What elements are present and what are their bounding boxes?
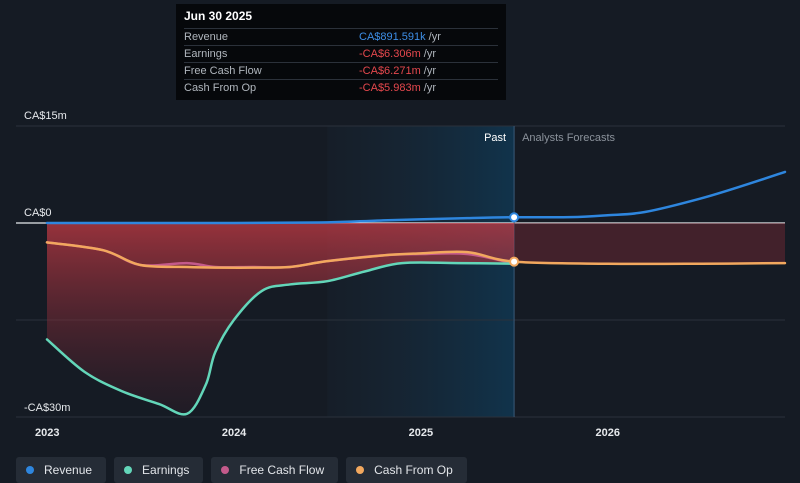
legend-label: Earnings (142, 463, 190, 477)
forecast-area (514, 223, 785, 264)
revenue-marker (509, 212, 520, 223)
data-tooltip: Jun 30 2025 Revenue CA$891.591k /yr Earn… (176, 4, 506, 100)
tooltip-unit: /yr (423, 65, 436, 77)
tooltip-value: CA$891.591k (359, 31, 426, 43)
chart-legend: Revenue Earnings Free Cash Flow Cash Fro… (16, 457, 467, 483)
tooltip-label: Free Cash Flow (184, 65, 262, 77)
tooltip-unit: /yr (423, 82, 436, 94)
legend-dot-icon (124, 466, 133, 474)
legend-item-earnings[interactable]: Earnings (114, 457, 204, 483)
series-line-earnings (45, 261, 516, 416)
y-tick-label: CA$15m (24, 110, 67, 122)
legend-dot-icon (26, 466, 34, 474)
financial-chart: CA$15m CA$0 -CA$30m 2023 2024 2025 2026 Past Ana… (16, 110, 787, 439)
tooltip-date: Jun 30 2025 (184, 9, 253, 23)
tooltip-unit: /yr (423, 48, 436, 60)
tooltip-row-earnings: Earnings -CA$6.306m /yr (184, 45, 498, 62)
legend-item-free-cash-flow[interactable]: Free Cash Flow (211, 457, 339, 483)
series-line-cash-from-op (45, 241, 787, 269)
tooltip-label: Revenue (184, 31, 229, 43)
legend-item-cash-from-op[interactable]: Cash From Op (346, 457, 467, 483)
x-tick-label: 2025 (409, 427, 433, 439)
legend-item-revenue[interactable]: Revenue (16, 457, 107, 483)
legend-label: Cash From Op (374, 463, 453, 477)
legend-dot-icon (221, 466, 230, 474)
x-tick-label: 2023 (35, 427, 59, 439)
legend-label: Free Cash Flow (239, 463, 325, 477)
tooltip-label: Cash From Op (184, 82, 257, 94)
tooltip-value: -CA$5.983m (359, 82, 421, 94)
x-tick-label: 2026 (596, 427, 620, 439)
forecast-label: Analysts Forecasts (522, 132, 615, 144)
tooltip-unit: /yr (428, 31, 441, 43)
tooltip-value: -CA$6.306m (359, 48, 421, 60)
past-label: Past (484, 132, 506, 144)
tooltip-row-cash-from-op: Cash From Op -CA$5.983m /yr (184, 79, 498, 96)
y-tick-label: -CA$30m (24, 402, 70, 414)
y-tick-label: CA$0 (24, 207, 52, 219)
earnings-area (47, 223, 515, 415)
cash-from-op-marker (509, 256, 520, 267)
tooltip-label: Earnings (184, 48, 228, 60)
tooltip-value: -CA$6.271m (359, 65, 421, 77)
tooltip-row-revenue: Revenue CA$891.591k /yr (184, 28, 498, 45)
x-tick-label: 2024 (222, 427, 247, 439)
legend-label: Revenue (44, 463, 93, 477)
tooltip-row-free-cash-flow: Free Cash Flow -CA$6.271m /yr (184, 62, 498, 79)
legend-dot-icon (356, 466, 365, 474)
